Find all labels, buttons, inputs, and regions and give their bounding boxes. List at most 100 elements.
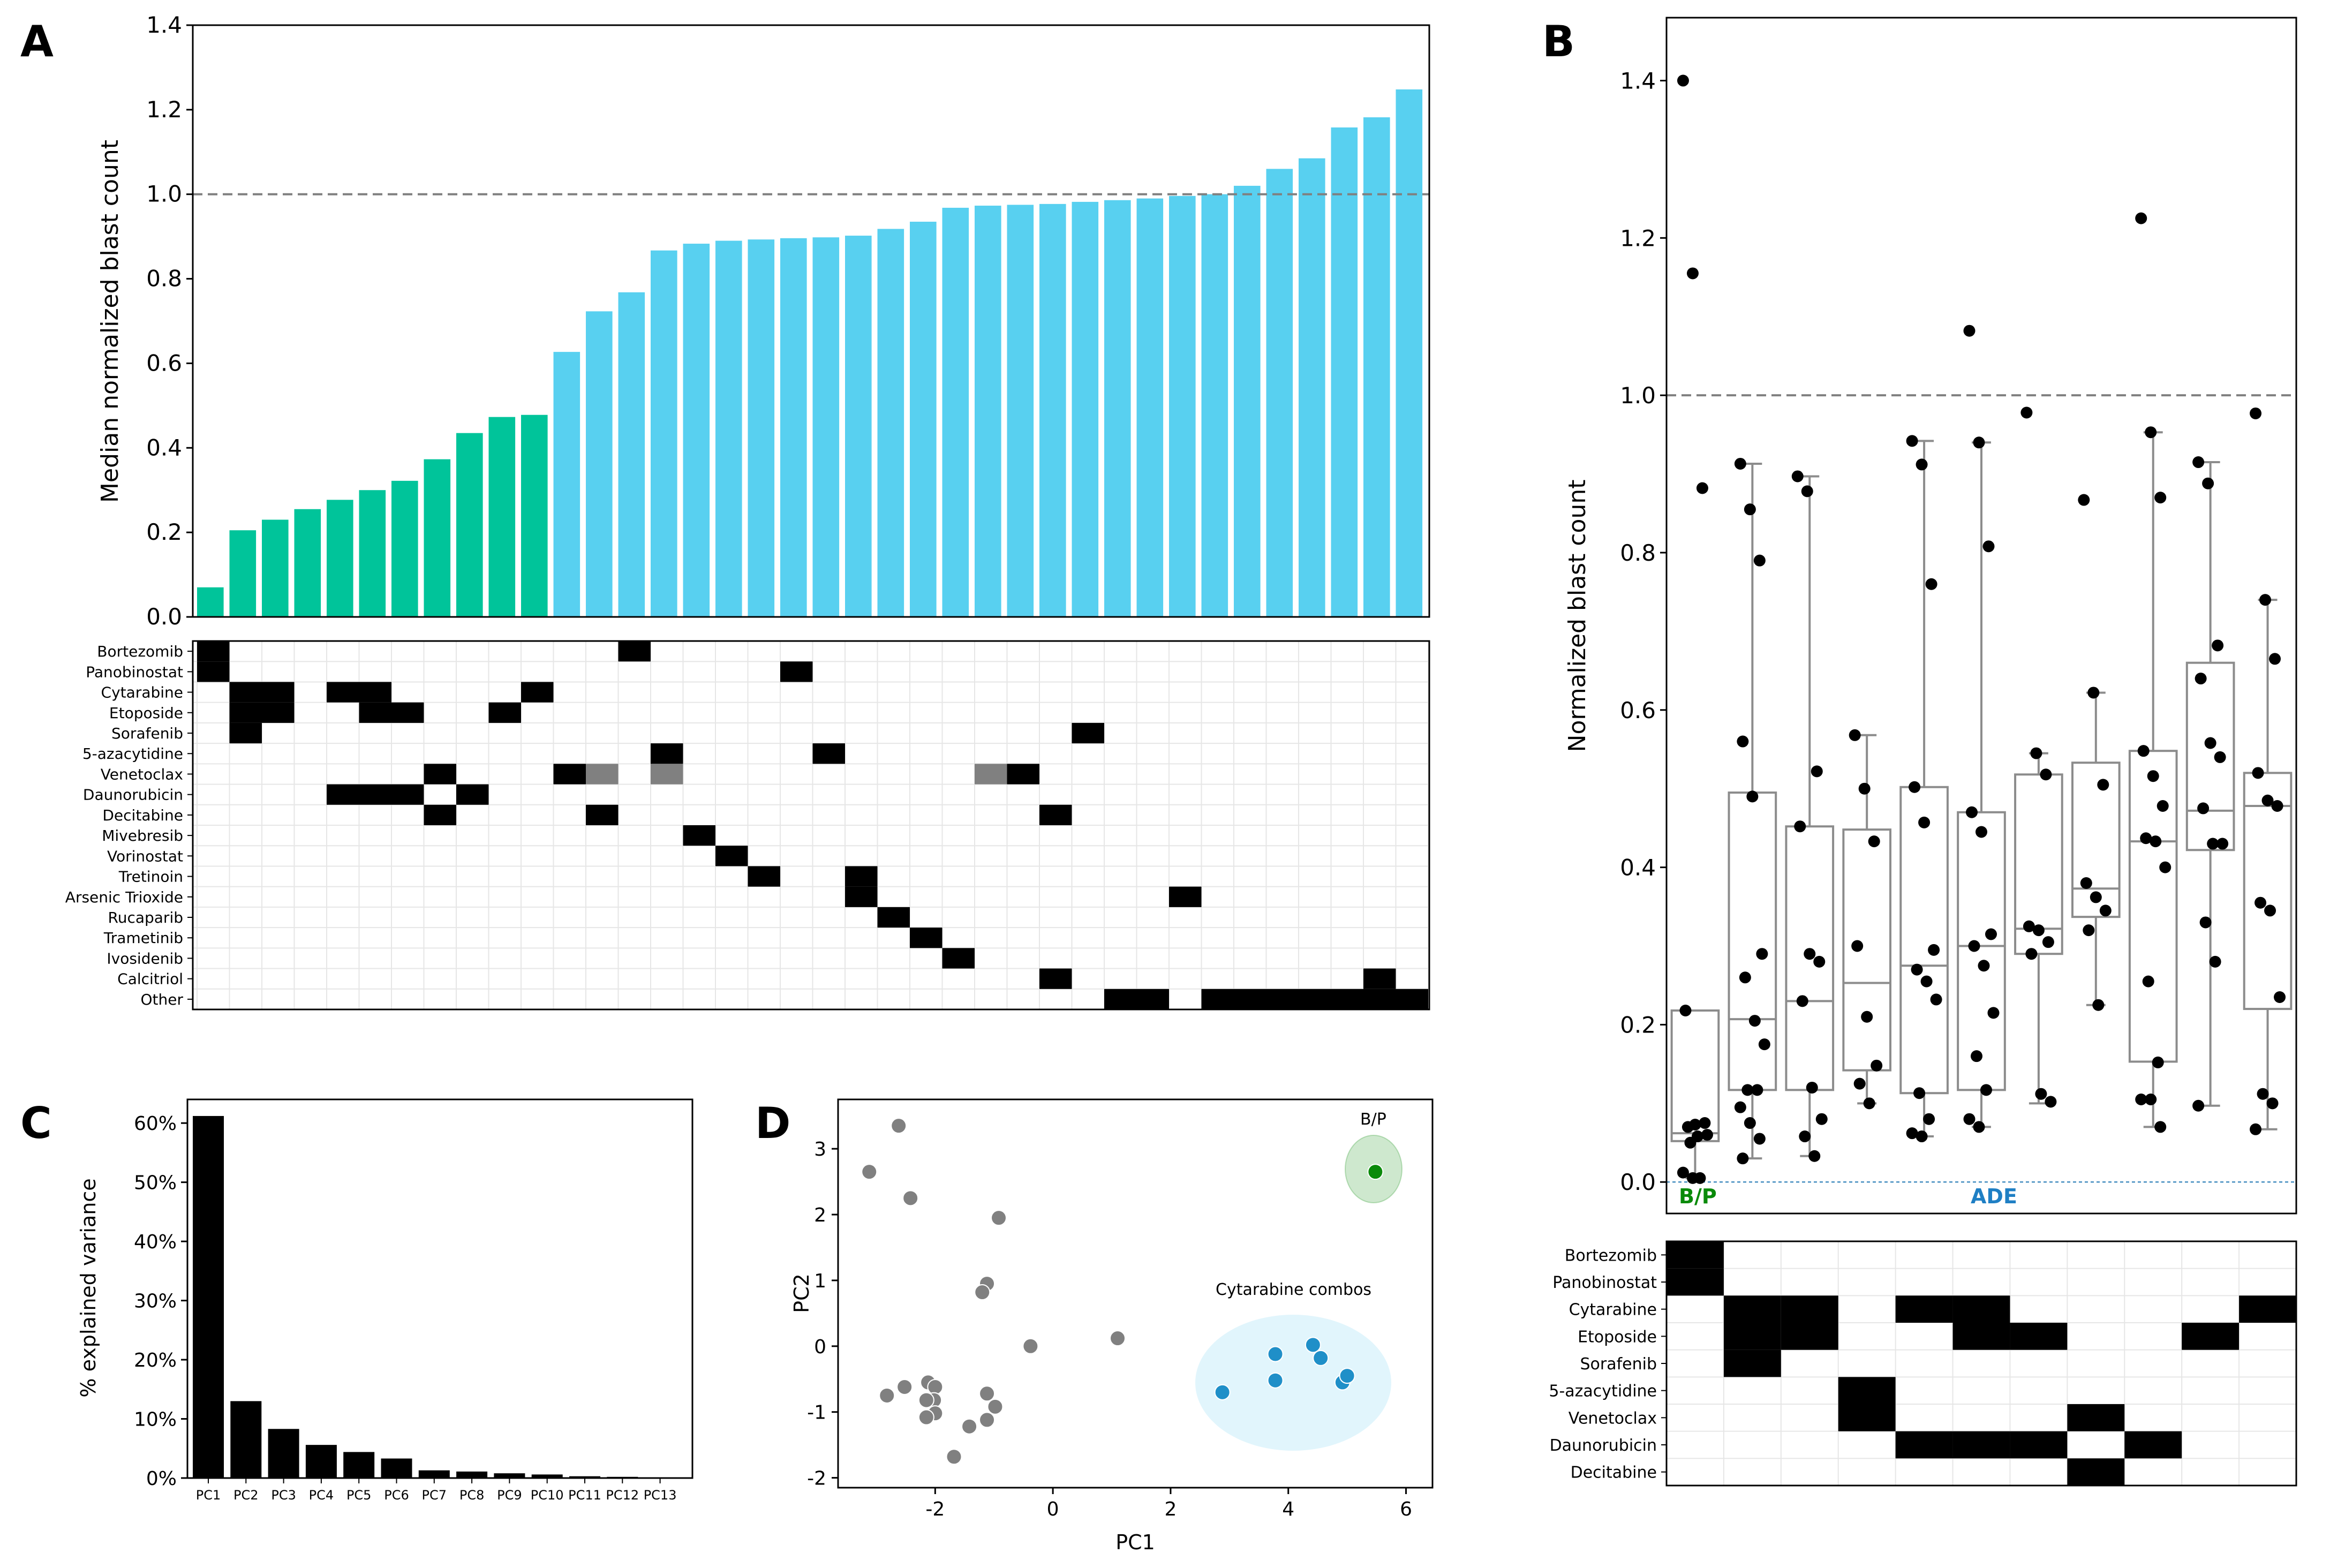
- data-point: [1816, 1113, 1828, 1125]
- matrix-row-label: Cytarabine: [101, 684, 183, 702]
- matrix-row-label: Daunorubicin: [83, 786, 183, 804]
- y-tick-label: 0.8: [146, 266, 182, 292]
- data-point: [1849, 729, 1861, 741]
- bar: [942, 208, 969, 617]
- data-point: [1973, 436, 1985, 448]
- matrix-cell: [230, 723, 262, 743]
- x-tick-label: PC3: [271, 1488, 296, 1503]
- matrix-cell: [942, 948, 975, 968]
- box: [2244, 773, 2291, 1009]
- data-point: [1751, 1084, 1763, 1096]
- matrix-cell: [2239, 1295, 2296, 1323]
- matrix-cell: [521, 682, 554, 702]
- y-tick-label: 1: [814, 1270, 826, 1292]
- y-tick-label: 0.6: [1620, 697, 1656, 723]
- matrix-cell: [359, 785, 392, 805]
- matrix-cell: [1896, 1431, 1953, 1459]
- x-tick-label: PC6: [384, 1488, 409, 1503]
- matrix-row-label: Tretinoin: [118, 868, 183, 886]
- data-point: [1794, 820, 1806, 832]
- bar: [748, 239, 775, 617]
- y-tick-label: 0.0: [1620, 1169, 1656, 1195]
- matrix-row-label: Sorafenib: [1580, 1355, 1657, 1374]
- y-tick-label: 0.0: [146, 604, 182, 630]
- matrix-cell: [456, 785, 489, 805]
- x-tick-label: PC10: [531, 1488, 564, 1503]
- matrix-cell: [651, 764, 683, 784]
- y-tick-label: 40%: [134, 1231, 177, 1253]
- data-point: [1808, 1150, 1820, 1162]
- matrix-cell: [975, 764, 1007, 784]
- bar: [295, 509, 321, 617]
- data-point: [1861, 1011, 1873, 1023]
- matrix-cell: [1363, 969, 1396, 989]
- data-point: [1913, 1087, 1925, 1099]
- y-tick-label: 20%: [134, 1350, 177, 1371]
- bar: [1299, 159, 1325, 617]
- scatter-point: [979, 1386, 994, 1401]
- cytarabine-cluster-label: Cytarabine combos: [1216, 1280, 1371, 1299]
- panel-b-drug-matrix: Bortezomib Panobinostat Cytarabine Etoposid…: [1549, 1241, 2296, 1486]
- data-point: [2078, 494, 2090, 506]
- matrix-cell: [586, 805, 619, 825]
- matrix-cell: [1234, 989, 1266, 1009]
- y-tick-label: 0.4: [146, 434, 182, 461]
- matrix-cell: [1104, 989, 1137, 1009]
- data-point: [1988, 1007, 2000, 1019]
- scatter-point: [879, 1388, 894, 1403]
- matrix-row-label: Decitabine: [102, 806, 183, 824]
- matrix-cell: [878, 907, 910, 928]
- scatter-point: [891, 1118, 906, 1133]
- data-point: [2154, 1121, 2166, 1133]
- scatter-point: [1215, 1385, 1230, 1400]
- scatter-point: [919, 1393, 934, 1408]
- matrix-cell: [2067, 1404, 2124, 1431]
- matrix-row-label: Mivebresib: [102, 827, 183, 845]
- data-point: [1985, 928, 1997, 940]
- matrix-cell: [1724, 1323, 1781, 1350]
- matrix-cell: [910, 928, 942, 948]
- data-point: [1801, 485, 1813, 497]
- panel-b-box-chart: 0.00.20.40.60.81.01.21.4 Normalized blas…: [1564, 18, 2296, 1213]
- matrix-row-label: Decitabine: [1571, 1464, 1657, 1482]
- data-point: [2045, 1096, 2056, 1107]
- y-tick-label: 1.0: [1620, 382, 1656, 409]
- matrix-cell: [327, 785, 359, 805]
- matrix-cell: [327, 682, 359, 702]
- data-point: [1677, 75, 1689, 87]
- matrix-cell: [1781, 1323, 1838, 1350]
- data-point: [2274, 991, 2286, 1003]
- bar: [910, 222, 937, 617]
- data-point: [1799, 1130, 1811, 1142]
- matrix-cell: [1896, 1295, 1953, 1323]
- matrix-cell: [1953, 1295, 2010, 1323]
- data-point: [2216, 838, 2228, 850]
- y-tick-label: -1: [807, 1402, 826, 1424]
- panel-a-bar-chart: 0.0 0.2 0.4 0.6 0.8 1.0 1.2 1.4 Median normaliz…: [96, 12, 1429, 630]
- matrix-row-label: Sorafenib: [111, 725, 183, 742]
- scatter-point: [903, 1190, 918, 1205]
- panel-c-bar-chart: 0%10%20%30%40%50%60% PC1 PC2 PC3 PC4 PC5 PC6 P…: [77, 1099, 692, 1503]
- data-point: [2272, 800, 2283, 812]
- matrix-cell: [2182, 1323, 2239, 1350]
- matrix-row-label: Other: [140, 991, 183, 1008]
- data-point: [1811, 765, 1823, 777]
- matrix-cell: [1169, 887, 1202, 907]
- data-point: [2030, 748, 2042, 759]
- bp-annotation: B/P: [1679, 1185, 1717, 1208]
- data-point: [2025, 948, 2037, 960]
- data-point: [1792, 470, 1804, 482]
- matrix-cell: [1724, 1350, 1781, 1377]
- bar: [1137, 199, 1164, 617]
- bar: [456, 1472, 487, 1478]
- bar: [1331, 127, 1358, 617]
- y-axis-label: Normalized blast count: [1564, 480, 1591, 752]
- bar: [359, 490, 386, 617]
- matrix-cell: [1137, 989, 1170, 1009]
- scatter-point: [1340, 1368, 1355, 1383]
- scatter-point: [947, 1449, 962, 1464]
- matrix-row-label: Panobinostat: [1552, 1273, 1657, 1292]
- box: [1901, 787, 1948, 1093]
- bar: [715, 241, 742, 617]
- bar: [456, 433, 483, 617]
